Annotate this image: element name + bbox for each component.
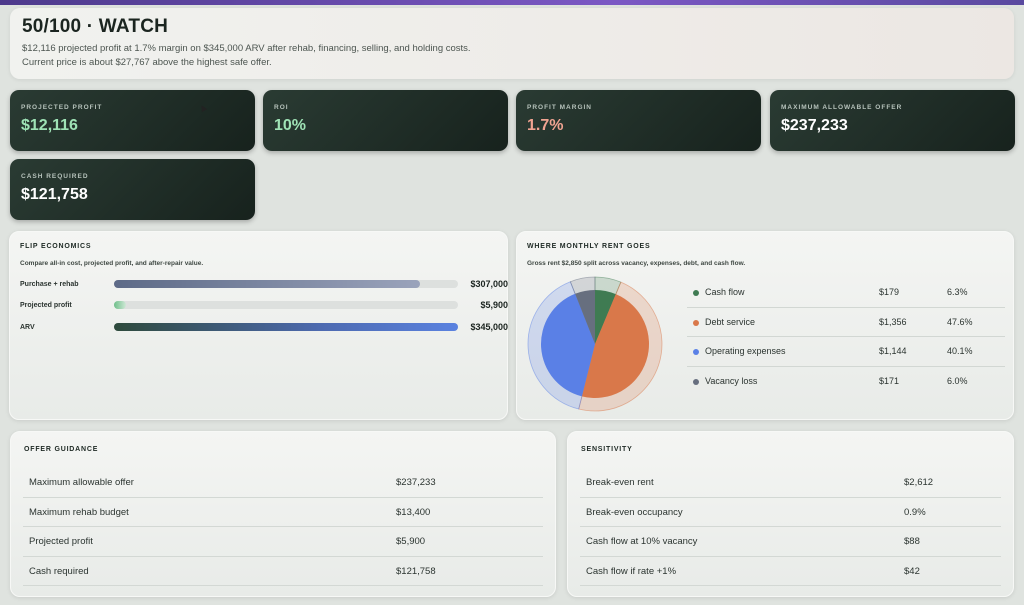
legend-percent: 40.1% [947, 346, 973, 356]
flip-bar-track [114, 323, 458, 331]
legend-row-cash-flow: Cash flow $179 6.3% [687, 278, 1005, 308]
row-label: Cash flow at 10% vacancy [586, 536, 698, 548]
row-label: Break-even occupancy [586, 506, 683, 518]
row-value: $88 [904, 536, 920, 548]
flip-bar-fill [114, 323, 458, 331]
offer-guidance-table: Maximum allowable offer $237,233 Maximum… [23, 468, 543, 587]
row-value: $121,758 [396, 565, 436, 577]
score-description: $12,116 projected profit at 1.7% margin … [22, 42, 1002, 70]
flip-bar-label: ARV [20, 323, 35, 331]
legend-name: Cash flow [705, 287, 745, 297]
kpi-profit-margin: PROFIT MARGIN 1.7% [516, 90, 761, 151]
legend-row-vacancy-loss: Vacancy loss $171 6.0% [687, 367, 1005, 397]
kpi-value: $121,758 [21, 186, 88, 203]
pie-slice-operating-expenses [541, 293, 595, 397]
row-label: Break-even rent [586, 477, 654, 488]
legend-amount: $1,356 [879, 316, 907, 327]
legend-percent: 6.3% [947, 287, 968, 297]
rent-breakdown-title: WHERE MONTHLY RENT GOES [527, 243, 651, 250]
row-label: Projected profit [29, 536, 93, 548]
flip-bar-row: Projected profit $5,900 [20, 299, 508, 311]
kpi-projected-profit: PROJECTED PROFIT $12,116 [10, 90, 255, 151]
kpi-label: PROJECTED PROFIT [21, 104, 103, 111]
kpi-label: MAXIMUM ALLOWABLE OFFER [781, 104, 903, 111]
row-value: $2,612 [904, 477, 934, 488]
table-row: Break-even occupancy 0.9% [580, 498, 1001, 528]
flip-bar-row: Purchase + rehab $307,000 [20, 278, 508, 290]
legend-percent: 6.0% [947, 375, 968, 386]
offer-guidance-title: OFFER GUIDANCE [24, 446, 99, 453]
score-summary: 50/100 · WATCH $12,116 projected profit … [10, 8, 1014, 79]
rent-breakdown-subtitle: Gross rent $2,850 split across vacancy, … [527, 260, 746, 267]
flip-bar-row: ARV $345,000 [20, 321, 508, 333]
legend-row-operating-expenses: Operating expenses $1,144 40.1% [687, 337, 1005, 367]
flip-bar-value: $345,000 [470, 322, 508, 332]
flip-bar-fill [114, 280, 421, 288]
sensitivity-table: Break-even rent $2,612 Break-even occupa… [580, 468, 1001, 587]
legend-amount: $171 [879, 375, 900, 386]
row-label: Cash flow if rate +1% [586, 565, 677, 577]
legend-name: Debt service [705, 316, 756, 327]
row-value: $5,900 [396, 536, 426, 548]
table-row: Cash flow at 10% vacancy $88 [580, 527, 1001, 557]
table-row: Cash flow if rate +1% $42 [580, 557, 1001, 587]
flip-bar-value: $307,000 [470, 279, 508, 289]
flip-economics-card: FLIP ECONOMICS Compare all-in cost, proj… [9, 231, 508, 420]
legend-amount: $179 [879, 287, 900, 297]
table-row: Break-even rent $2,612 [580, 468, 1001, 498]
legend-dot [693, 378, 699, 385]
kpi-label: ROI [274, 104, 289, 111]
row-value: $13,400 [396, 506, 431, 518]
pie-slice-debt-service [581, 294, 649, 398]
legend-row-debt-service: Debt service $1,356 47.6% [687, 308, 1005, 337]
pie-slice-cash-flow [595, 290, 616, 344]
legend-name: Operating expenses [705, 346, 786, 356]
table-row: Cash required $121,758 [23, 557, 543, 587]
sensitivity-title: SENSITIVITY [581, 446, 633, 453]
kpi-value: $237,233 [781, 117, 848, 134]
flip-bar-label: Projected profit [20, 301, 72, 309]
offer-guidance-card: OFFER GUIDANCE Maximum allowable offer $… [10, 431, 556, 597]
legend-dot [693, 319, 699, 326]
row-label: Cash required [29, 565, 89, 577]
row-label: Maximum rehab budget [29, 506, 129, 518]
rent-pie-chart [527, 276, 663, 412]
flip-bar-fill [114, 301, 126, 309]
legend-dot [693, 290, 699, 296]
row-label: Maximum allowable offer [29, 477, 134, 488]
flip-bar-track [114, 301, 458, 309]
kpi-roi: ROI 10% [263, 90, 508, 151]
sensitivity-card: SENSITIVITY Break-even rent $2,612 Break… [567, 431, 1014, 597]
legend-name: Vacancy loss [705, 375, 758, 386]
score-line-1: $12,116 projected profit at 1.7% margin … [22, 43, 471, 54]
flip-economics-subtitle: Compare all-in cost, projected profit, a… [20, 260, 204, 267]
flip-bar-value: $5,900 [480, 300, 508, 310]
kpi-value: $12,116 [21, 117, 78, 134]
kpi-value: 1.7% [527, 117, 564, 134]
kpi-maximum-allowable-offer: MAXIMUM ALLOWABLE OFFER $237,233 [770, 90, 1015, 151]
row-value: 0.9% [904, 506, 926, 518]
kpi-cash-required: CASH REQUIRED $121,758 [10, 159, 255, 220]
top-accent-bar [0, 0, 1024, 5]
table-row: Maximum rehab budget $13,400 [23, 498, 543, 528]
legend-amount: $1,144 [879, 346, 907, 356]
legend-dot [693, 349, 699, 355]
score-title: 50/100 · WATCH [22, 16, 169, 37]
rent-legend: Cash flow $179 6.3% Debt service $1,356 … [687, 278, 1005, 396]
kpi-label: CASH REQUIRED [21, 173, 89, 180]
flip-economics-title: FLIP ECONOMICS [20, 243, 92, 250]
row-value: $42 [904, 565, 920, 577]
row-value: $237,233 [396, 477, 436, 488]
flip-bar-track [114, 280, 458, 288]
legend-percent: 47.6% [947, 316, 973, 327]
kpi-value: 10% [274, 117, 307, 134]
kpi-label: PROFIT MARGIN [527, 104, 592, 111]
table-row: Projected profit $5,900 [23, 527, 543, 557]
pie-slice-vacancy-loss [575, 290, 595, 344]
table-row: Maximum allowable offer $237,233 [23, 468, 543, 498]
rent-breakdown-card: WHERE MONTHLY RENT GOES Gross rent $2,85… [516, 231, 1014, 420]
score-line-2: Current price is about $27,767 above the… [22, 56, 272, 68]
flip-bar-label: Purchase + rehab [20, 280, 79, 288]
pie-slices [541, 290, 649, 398]
